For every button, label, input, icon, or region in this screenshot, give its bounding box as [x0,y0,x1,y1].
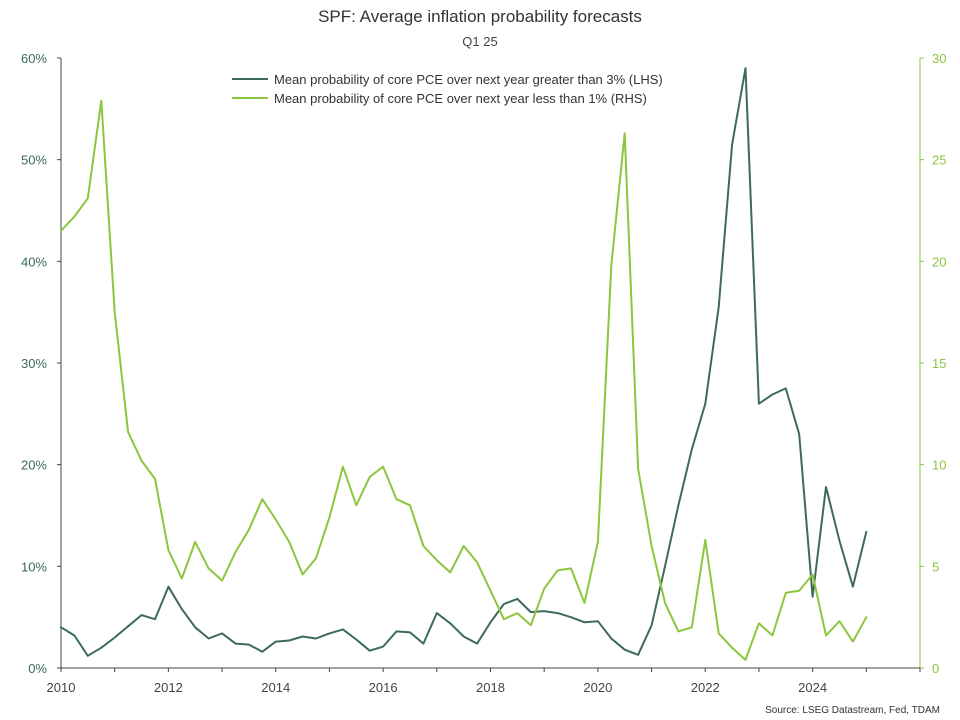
right-tick-label: 5 [932,559,939,574]
left-tick-label: 30% [21,356,47,371]
x-tick-label: 2024 [798,680,827,695]
x-tick-label: 2014 [261,680,290,695]
chart-title: SPF: Average inflation probability forec… [318,7,642,26]
x-axis-ticks: 2010 2012 2014 2016 2018 2020 2022 2024 [47,668,921,695]
left-tick-label: 10% [21,559,47,574]
left-tick-label: 50% [21,153,47,168]
left-tick-label: 0% [28,661,47,676]
x-tick-label: 2010 [47,680,76,695]
series-layer [60,67,868,661]
series-line-core-pce-above-3pct [60,67,868,657]
series-line-core-pce-below-1pct [60,99,868,661]
legend-label-lhs: Mean probability of core PCE over next y… [274,72,663,87]
legend-label-rhs: Mean probability of core PCE over next y… [274,91,647,106]
right-tick-label: 25 [932,153,946,168]
left-tick-label: 40% [21,254,47,269]
x-tick-label: 2018 [476,680,505,695]
chart-subtitle: Q1 25 [462,34,497,49]
right-tick-label: 20 [932,254,946,269]
right-tick-label: 15 [932,356,946,371]
right-axis-ticks: 0 5 10 15 20 25 30 [920,51,946,676]
left-axis-ticks: 0% 10% 20% 30% 40% 50% 60% [21,51,61,676]
x-tick-label: 2016 [369,680,398,695]
x-tick-label: 2020 [583,680,612,695]
legend: Mean probability of core PCE over next y… [232,72,663,106]
left-tick-label: 60% [21,51,47,66]
source-note: Source: LSEG Datastream, Fed, TDAM [765,705,940,716]
right-tick-label: 0 [932,661,939,676]
x-tick-label: 2022 [691,680,720,695]
x-tick-label: 2012 [154,680,183,695]
right-tick-label: 10 [932,458,946,473]
right-tick-label: 30 [932,51,946,66]
axes [60,58,921,669]
left-tick-label: 20% [21,458,47,473]
